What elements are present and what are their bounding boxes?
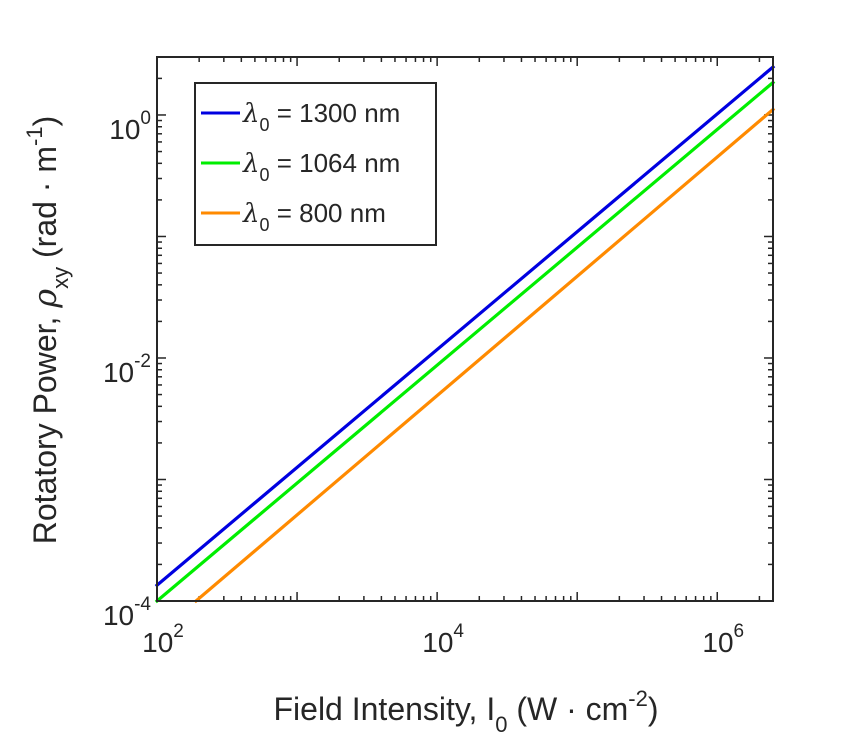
y-axis-label: Rotatory Power, ρxy (rad · m-1) [22, 116, 73, 544]
y-tick-labels: 10-4 10-2 100 [103, 108, 151, 631]
legend-item-1300nm: λ0 = 1300 nm [201, 98, 400, 135]
y-tick-label: 10-4 [103, 594, 151, 631]
x-tick-label: 106 [702, 621, 744, 658]
x-tick-labels: 102 104 106 [142, 621, 744, 658]
x-axis-label: Field Intensity, I0 (W · cm-2) [273, 686, 658, 737]
series-line-800nm [193, 107, 776, 604]
y-tick-label: 100 [109, 108, 151, 145]
series-line-1064nm [154, 80, 776, 604]
legend-item-800nm: λ0 = 800 nm [201, 198, 386, 235]
major-ticks [156, 57, 773, 602]
y-tick-label: 10-2 [103, 351, 151, 388]
legend: λ0 = 1300 nm λ0 = 1064 nm λ0 = 800 nm [194, 82, 437, 246]
legend-label-1064nm: λ0 = 1064 nm [242, 148, 400, 185]
legend-label-1300nm: λ0 = 1300 nm [242, 98, 400, 135]
legend-label-800nm: λ0 = 800 nm [242, 198, 386, 235]
legend-item-1064nm: λ0 = 1064 nm [201, 148, 400, 185]
plot-frame [156, 56, 774, 602]
x-tick-label: 102 [142, 621, 184, 658]
x-tick-label: 104 [422, 621, 464, 658]
series-lines [154, 64, 776, 604]
series-line-1300nm [154, 64, 776, 588]
